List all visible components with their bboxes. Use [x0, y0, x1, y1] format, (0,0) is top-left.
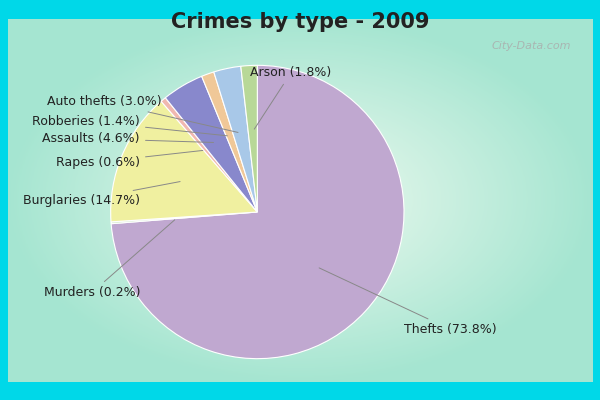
Text: City-Data.com: City-Data.com [492, 41, 571, 51]
Text: Thefts (73.8%): Thefts (73.8%) [319, 268, 497, 336]
Wedge shape [111, 65, 404, 359]
Text: Auto thefts (3.0%): Auto thefts (3.0%) [47, 96, 238, 132]
Wedge shape [161, 98, 257, 212]
Text: Arson (1.8%): Arson (1.8%) [250, 66, 332, 129]
Wedge shape [166, 76, 257, 212]
Text: Rapes (0.6%): Rapes (0.6%) [56, 150, 203, 169]
Wedge shape [202, 72, 257, 212]
Text: Murders (0.2%): Murders (0.2%) [44, 220, 175, 299]
Text: Crimes by type - 2009: Crimes by type - 2009 [171, 12, 429, 32]
Text: Assaults (4.6%): Assaults (4.6%) [43, 132, 214, 145]
Wedge shape [241, 65, 257, 212]
Text: Burglaries (14.7%): Burglaries (14.7%) [23, 182, 180, 207]
Text: Robberies (1.4%): Robberies (1.4%) [32, 114, 227, 136]
Wedge shape [214, 66, 257, 212]
Wedge shape [111, 212, 257, 224]
Wedge shape [110, 101, 257, 222]
